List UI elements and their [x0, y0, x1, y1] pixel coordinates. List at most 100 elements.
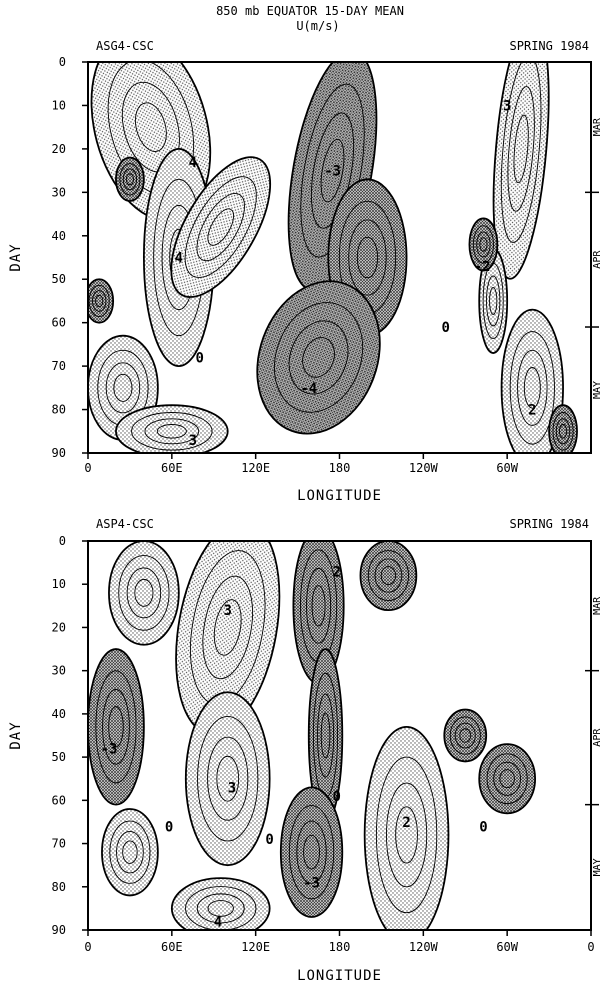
negative-region-inner-contour-0	[119, 163, 141, 196]
positive-region-inner-contour-2	[216, 755, 240, 802]
positive-region-inner-contour-1	[105, 362, 141, 414]
positive-region-outline	[363, 725, 450, 930]
season-label: SPRING 1984	[510, 517, 589, 531]
negative-region-inner-contour-2	[311, 585, 326, 627]
positive-region-inner-contour-2	[523, 367, 541, 409]
y-tick-label: 20	[52, 620, 66, 634]
positive-region-4	[101, 808, 159, 897]
contour-value-label: 4	[189, 155, 197, 171]
positive-region-outline	[492, 62, 550, 280]
contour-field	[88, 62, 578, 453]
negative-region-outline	[256, 280, 381, 435]
negative-region-inner-contour-2	[320, 712, 331, 759]
y-tick-label: 10	[52, 98, 66, 112]
y-tick-label: 20	[52, 142, 66, 156]
positive-region-inner-contour-1	[116, 831, 144, 874]
negative-region-inner-contour-0	[95, 670, 137, 784]
y-tick-label: 50	[52, 750, 66, 764]
x-tick-label: 60E	[161, 940, 183, 954]
month-label: MAR	[592, 117, 603, 136]
month-label: MAR	[592, 596, 603, 615]
negative-region-6	[443, 708, 488, 763]
negative-region-inner-contour-2	[320, 138, 345, 203]
negative-region-inner-contour-0	[552, 412, 574, 451]
y-tick-label: 70	[52, 837, 66, 851]
y-tick-label: 90	[52, 923, 66, 937]
y-axis-label: DAY	[8, 243, 24, 271]
negative-region-inner-contour-1	[555, 418, 571, 445]
positive-region-inner-contour-2	[134, 578, 154, 607]
contour-value-label: 3	[503, 98, 511, 114]
positive-region-inner-contour-2	[513, 114, 529, 184]
negative-region-inner-contour-1	[493, 761, 522, 796]
y-tick-label: 30	[52, 664, 66, 678]
x-tick-label: 180	[329, 940, 351, 954]
positive-region-inner-contour-0	[500, 62, 542, 243]
positive-region-inner-contour-2	[156, 424, 187, 439]
negative-region-inner-contour-0	[300, 83, 365, 258]
panel-label: ASG4-CSC	[96, 39, 154, 53]
negative-region-inner-contour-2	[499, 769, 515, 789]
x-tick-label: 60E	[161, 461, 183, 475]
negative-region-inner-contour-1	[306, 568, 332, 644]
contour-value-label: 0	[441, 320, 449, 336]
negative-region-inner-contour-2	[479, 237, 488, 252]
contour-value-label: 0	[479, 819, 487, 835]
x-tick-label: 180	[329, 461, 351, 475]
y-tick-label: 70	[52, 359, 66, 373]
negative-region-3	[279, 786, 344, 918]
x-tick-label: 0	[84, 461, 91, 475]
negative-region-inner-contour-1	[288, 320, 349, 395]
negative-region-inner-contour-1	[122, 168, 138, 191]
month-label: APR	[592, 728, 603, 747]
positive-region-inner-contour-0	[375, 756, 438, 914]
y-tick-label: 0	[59, 534, 66, 548]
y-tick-label: 90	[52, 446, 66, 460]
positive-region-2	[170, 156, 272, 298]
x-tick-label: 120E	[241, 940, 270, 954]
positive-region-0	[175, 541, 281, 736]
x-tick-label: 120E	[241, 461, 270, 475]
negative-region-0	[88, 648, 145, 806]
positive-region-inner-contour-2	[113, 373, 133, 402]
negative-region-inner-contour-2	[356, 236, 379, 279]
month-label: MAY	[592, 381, 603, 399]
negative-region-inner-contour-1	[310, 112, 355, 229]
contour-value-label: 2	[402, 815, 410, 831]
negative-region-inner-contour-1	[374, 558, 403, 593]
negative-region-3	[115, 156, 145, 202]
y-tick-label: 40	[52, 229, 66, 243]
positive-region-outline	[170, 156, 272, 298]
negative-region-outline	[359, 541, 418, 612]
negative-region-inner-contour-2	[303, 834, 320, 870]
positive-region-outline	[184, 691, 271, 867]
contour-value-label: 3	[189, 433, 197, 449]
positive-region-inner-contour-0	[118, 555, 170, 631]
contour-value-label: 4	[175, 251, 183, 267]
y-axis-label: DAY	[8, 721, 24, 749]
negative-region-4	[359, 541, 418, 612]
positive-region-inner-contour-0	[197, 716, 259, 842]
negative-region-inner-contour-1	[348, 219, 387, 296]
x-tick-label: 60W	[496, 461, 518, 475]
y-tick-label: 10	[52, 577, 66, 591]
negative-region-inner-contour-0	[273, 302, 364, 413]
negative-region-inner-contour-1	[296, 820, 327, 884]
positive-region-2	[108, 541, 180, 646]
negative-region-inner-contour-0	[472, 225, 494, 264]
positive-region-inner-contour-2	[489, 286, 498, 315]
positive-region-3	[363, 725, 450, 930]
contour-value-label: -3	[101, 741, 118, 757]
x-tick-label: 120W	[409, 461, 439, 475]
positive-region-inner-contour-1	[144, 418, 200, 445]
contour-value-label: -3	[303, 875, 320, 891]
contour-value-label: 0	[265, 832, 273, 848]
x-tick-label: 0	[587, 940, 594, 954]
negative-region-inner-contour-1	[102, 689, 130, 765]
y-tick-label: 80	[52, 403, 66, 417]
negative-region-inner-contour-0	[449, 716, 481, 755]
contour-value-label: 3	[228, 780, 236, 796]
y-tick-label: 0	[59, 55, 66, 69]
contour-value-label: 3	[224, 603, 232, 619]
positive-region-inner-contour-2	[134, 102, 167, 152]
